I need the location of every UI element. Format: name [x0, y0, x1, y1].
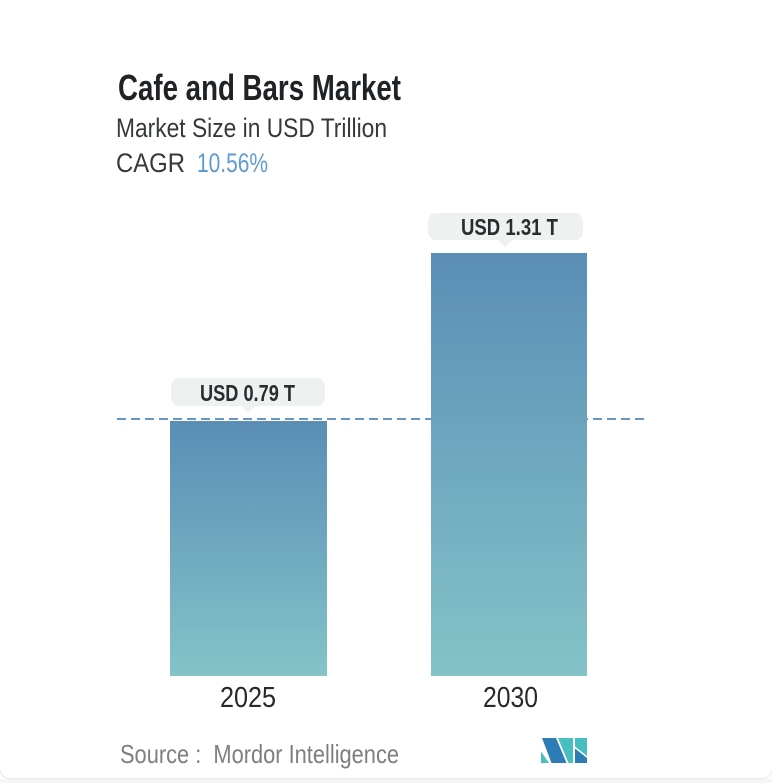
svg-text:Market Size in USD Trillion: Market Size in USD Trillion: [116, 113, 387, 143]
svg-text:USD 1.31 T: USD 1.31 T: [461, 214, 558, 240]
svg-text:2030: 2030: [483, 682, 538, 714]
svg-text:USD 0.79 T: USD 0.79 T: [200, 380, 295, 406]
svg-text:2025: 2025: [220, 682, 276, 714]
svg-text:10.56%: 10.56%: [197, 148, 268, 178]
svg-text:Cafe and Bars Market: Cafe and Bars Market: [118, 67, 401, 108]
svg-text:CAGR: CAGR: [116, 148, 185, 178]
svg-text:Source : Mordor Intelligence: Source : Mordor Intelligence: [120, 739, 399, 769]
